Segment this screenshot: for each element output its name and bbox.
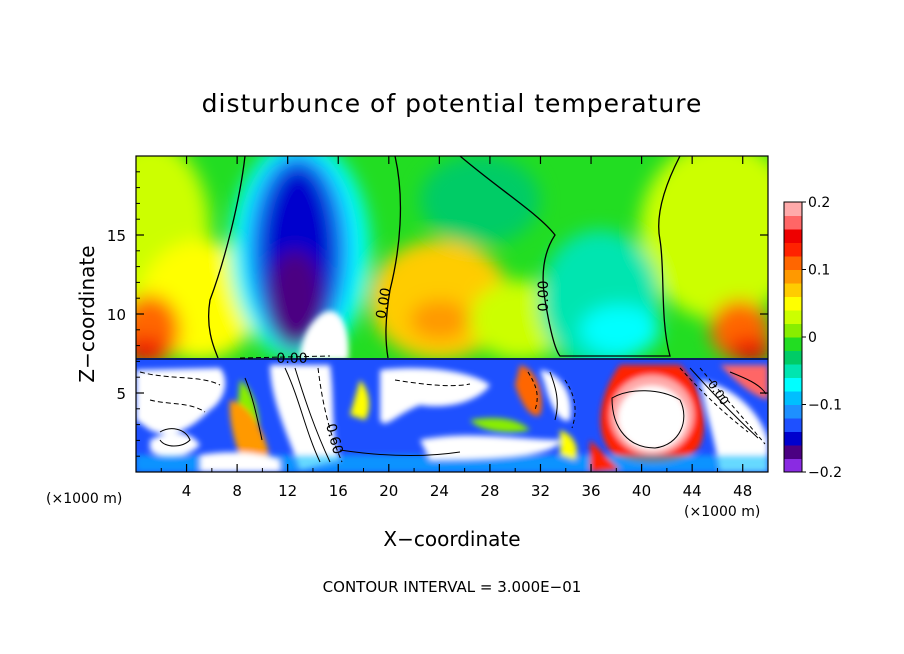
upper-contours	[208, 156, 681, 359]
contour-label: 0.00	[536, 280, 552, 311]
chart-title: disturbunce of potential temperature	[202, 89, 703, 118]
lower-layer-field	[136, 358, 768, 472]
x-tick-label: 28	[480, 482, 499, 500]
colorbar-segment	[784, 215, 802, 230]
y-tick-label: 5	[116, 385, 126, 403]
contour-interval-note: CONTOUR INTERVAL = 3.000E−01	[323, 578, 582, 596]
upper-layer-field	[136, 156, 768, 360]
colorbar-ticks: 0.2 0.1 0 −0.1 −0.2	[802, 195, 842, 481]
colorbar-segment	[784, 391, 802, 405]
x-tick-label: 44	[683, 482, 702, 500]
colorbar-segment	[784, 458, 802, 473]
contour-label: 0.60	[322, 422, 346, 456]
x-tick-label: 48	[733, 482, 752, 500]
lower-contours	[139, 367, 767, 463]
x-unit-label: (×1000 m)	[684, 504, 760, 520]
colorbar-tick-label: −0.2	[808, 465, 842, 481]
colorbar-segment	[784, 445, 802, 459]
colorbar-segment	[784, 242, 802, 257]
colorbar-segment	[784, 337, 802, 351]
heatmap-field	[136, 156, 768, 472]
y-tick-label: 15	[107, 227, 126, 245]
colorbar-segment	[784, 377, 802, 392]
x-tick-label: 8	[232, 482, 242, 500]
colorbar-segment	[784, 350, 802, 365]
y-unit-label: (×1000 m)	[46, 491, 122, 507]
x-tick-label: 16	[329, 482, 348, 500]
colorbar-tick-label: −0.1	[808, 398, 842, 414]
colorbar-tick-label: 0.1	[808, 263, 830, 279]
colorbar-segment	[784, 431, 802, 446]
x-tick-label: 4	[182, 482, 192, 500]
x-tick-label: 20	[379, 482, 398, 500]
colorbar-segment	[784, 404, 802, 419]
y-tick-label: 10	[107, 306, 126, 324]
colorbar-segment	[784, 202, 802, 216]
colorbar-tick-label: 0.2	[808, 195, 830, 211]
y-axis-label: Z−coordinate	[75, 245, 99, 382]
x-tick-label: 32	[531, 482, 550, 500]
x-tick-label: 40	[632, 482, 651, 500]
colorbar-segment	[784, 323, 802, 338]
y-axis-ticks: 5 10 15	[107, 171, 768, 457]
contour-label: 0.00	[373, 287, 394, 320]
colorbar-segment	[784, 418, 802, 432]
colorbar-segment	[784, 256, 802, 270]
x-tick-label: 12	[278, 482, 297, 500]
colorbar-segment	[784, 364, 802, 378]
colorbar-tick-label: 0	[808, 330, 817, 346]
colorbar-segment	[784, 229, 802, 243]
colorbar-segment	[784, 269, 802, 284]
x-axis-label: X−coordinate	[383, 527, 520, 551]
colorbar	[783, 201, 803, 473]
colorbar-segment	[784, 296, 802, 311]
x-tick-label: 24	[430, 482, 449, 500]
colorbar-segment	[784, 310, 802, 324]
contour-label: 0.00	[276, 351, 307, 367]
colorbar-segment	[784, 283, 802, 297]
x-axis-ticks: 4 8 12 16 20 24 28 32 36 40 44 48	[160, 156, 752, 500]
x-tick-label: 36	[581, 482, 600, 500]
